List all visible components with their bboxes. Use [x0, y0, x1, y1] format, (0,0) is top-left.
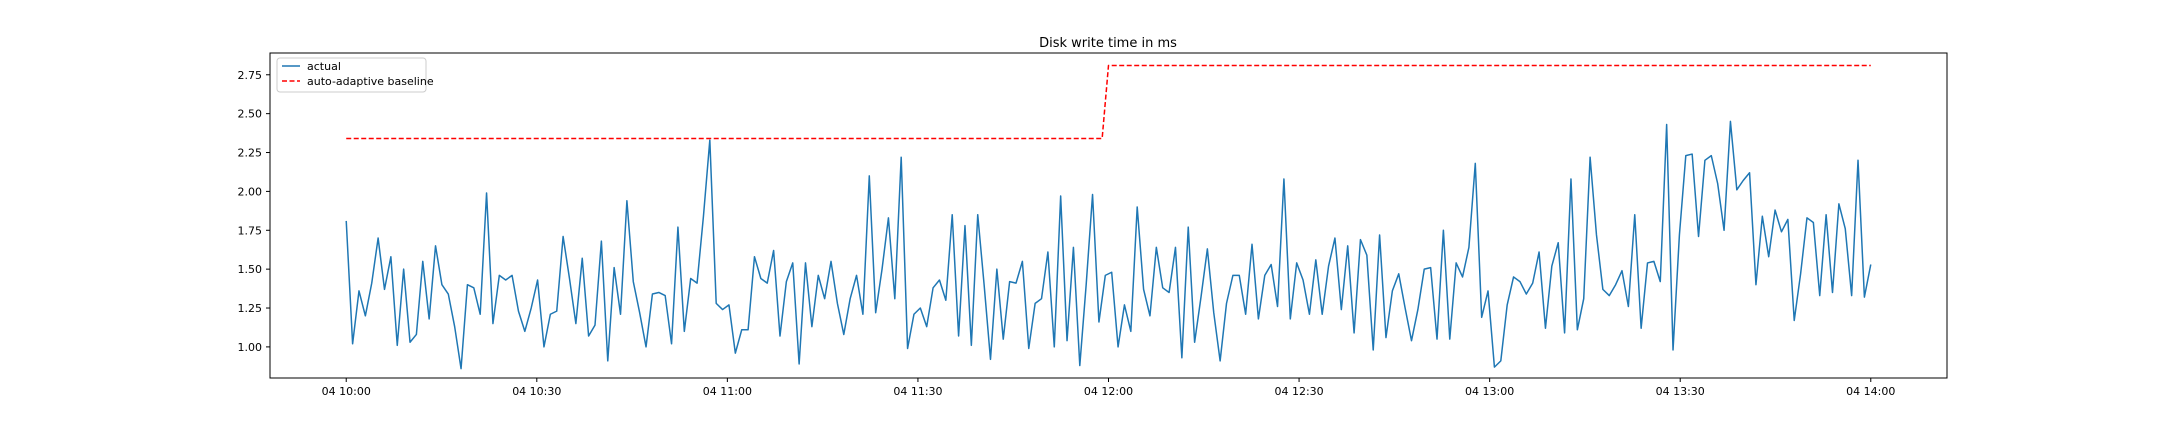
- x-tick-label: 04 10:30: [512, 385, 561, 398]
- chart-title: Disk write time in ms: [1039, 36, 1177, 51]
- x-tick-label: 04 11:30: [893, 385, 942, 398]
- plot-frame: [269, 52, 1948, 379]
- y-tick-label: 2.25: [238, 147, 263, 160]
- legend: actual auto-adaptive baseline: [276, 57, 434, 93]
- series-actual-line: [345, 120, 1872, 370]
- legend-box: [276, 57, 427, 93]
- x-tick-label: 04 11:00: [703, 385, 752, 398]
- y-tick-label: 2.75: [238, 69, 263, 82]
- y-tick-label: 2.00: [238, 185, 263, 198]
- x-tick-label: 04 12:30: [1274, 385, 1323, 398]
- legend-label-actual: actual: [307, 60, 341, 73]
- x-tick-label: 04 12:00: [1084, 385, 1133, 398]
- y-tick-label: 1.50: [238, 263, 263, 276]
- y-tick-label: 1.75: [238, 224, 263, 237]
- y-tick-label: 1.25: [238, 302, 263, 315]
- y-axis: 1.00 1.25 1.50 1.75 2.00 2.25 2.50 2.75: [238, 69, 270, 354]
- series-baseline-line: [346, 64, 1871, 140]
- x-axis: 04 10:00 04 10:30 04 11:00 04 11:30 04 12:00…: [322, 378, 1895, 398]
- x-tick-label: 04 13:00: [1465, 385, 1514, 398]
- plot-area: [345, 64, 1872, 370]
- x-tick-label: 04 13:30: [1656, 385, 1705, 398]
- x-tick-label: 04 14:00: [1846, 385, 1895, 398]
- y-tick-label: 2.50: [238, 108, 263, 121]
- legend-label-baseline: auto-adaptive baseline: [307, 75, 434, 88]
- x-tick-label: 04 10:00: [322, 385, 371, 398]
- y-tick-label: 1.00: [238, 341, 263, 354]
